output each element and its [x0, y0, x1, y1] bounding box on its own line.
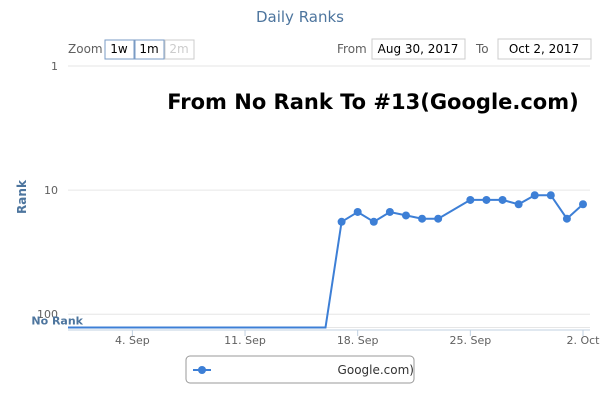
from-value[interactable]: Aug 30, 2017: [378, 42, 459, 56]
point: [562, 214, 571, 223]
point: [530, 191, 539, 200]
point: [498, 195, 507, 204]
zoom-button[interactable]: [134, 39, 165, 60]
x-tick-label: 18. Sep: [337, 334, 379, 347]
series-line: [68, 194, 584, 329]
legend-symbol: [198, 366, 206, 374]
point: [482, 195, 491, 204]
chart-title: Daily Ranks: [256, 8, 344, 26]
legend-box: [185, 355, 415, 384]
point: [418, 214, 427, 223]
y-tick-label: No Rank: [31, 315, 83, 328]
x-tick-label: 25. Sep: [449, 334, 491, 347]
x-tick-label: 11. Sep: [224, 334, 266, 347]
to-label: To: [475, 42, 489, 56]
zoom-button-label[interactable]: 1m: [139, 42, 158, 56]
x-tick-label: 2. Oct: [566, 334, 600, 347]
point: [369, 217, 378, 226]
zoom-label: Zoom: [68, 42, 103, 56]
zoom-button-label[interactable]: 1w: [110, 42, 128, 56]
y-tick-label: 100: [37, 308, 58, 321]
zoom-button-label: 2m: [169, 42, 188, 56]
point: [546, 191, 555, 200]
point: [579, 200, 587, 209]
y-tick-label: 1: [51, 60, 58, 73]
y-axis-title: Rank: [15, 179, 29, 214]
to-value[interactable]: Oct 2, 2017: [509, 42, 579, 56]
point: [385, 207, 394, 216]
annotation: From No Rank To #13(Google.com): [167, 90, 578, 114]
from-input[interactable]: [371, 38, 466, 60]
x-tick-label: 4. Sep: [115, 334, 150, 347]
point: [466, 195, 475, 204]
point: [401, 211, 410, 220]
y-tick-label: 10: [44, 184, 58, 197]
point: [353, 207, 362, 216]
to-input[interactable]: [497, 38, 592, 60]
point: [337, 217, 346, 226]
legend-label[interactable]: Google.com): [338, 363, 414, 377]
from-label: From: [337, 42, 367, 56]
zoom-button[interactable]: [104, 39, 135, 60]
zoom-button: [164, 39, 195, 60]
point: [514, 200, 523, 209]
point: [434, 214, 443, 223]
